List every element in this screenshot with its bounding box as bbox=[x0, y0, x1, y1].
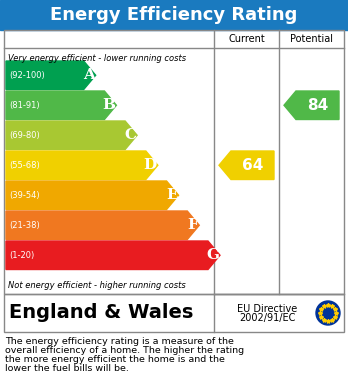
Text: D: D bbox=[144, 158, 157, 172]
Text: B: B bbox=[102, 98, 116, 112]
Text: (1-20): (1-20) bbox=[9, 251, 34, 260]
Text: Very energy efficient - lower running costs: Very energy efficient - lower running co… bbox=[8, 54, 186, 63]
Text: the more energy efficient the home is and the: the more energy efficient the home is an… bbox=[5, 355, 225, 364]
Polygon shape bbox=[6, 241, 220, 269]
Text: lower the fuel bills will be.: lower the fuel bills will be. bbox=[5, 364, 129, 373]
Text: The energy efficiency rating is a measure of the: The energy efficiency rating is a measur… bbox=[5, 337, 234, 346]
Text: EU Directive: EU Directive bbox=[237, 304, 297, 314]
Bar bbox=[0, 0, 348, 30]
Text: A: A bbox=[83, 68, 95, 82]
Polygon shape bbox=[6, 211, 199, 240]
Text: Energy Efficiency Rating: Energy Efficiency Rating bbox=[50, 6, 298, 24]
Polygon shape bbox=[219, 151, 274, 179]
Text: E: E bbox=[166, 188, 177, 202]
Text: (55-68): (55-68) bbox=[9, 161, 40, 170]
Text: 2002/91/EC: 2002/91/EC bbox=[239, 313, 295, 323]
Bar bbox=[4, 294, 344, 332]
Text: (69-80): (69-80) bbox=[9, 131, 40, 140]
Polygon shape bbox=[6, 91, 116, 120]
Polygon shape bbox=[6, 61, 96, 90]
Text: Potential: Potential bbox=[290, 34, 333, 44]
Text: C: C bbox=[124, 128, 136, 142]
Text: Not energy efficient - higher running costs: Not energy efficient - higher running co… bbox=[8, 281, 186, 290]
Text: (39-54): (39-54) bbox=[9, 191, 40, 200]
Polygon shape bbox=[6, 121, 137, 149]
Text: F: F bbox=[187, 218, 198, 232]
Text: overall efficiency of a home. The higher the rating: overall efficiency of a home. The higher… bbox=[5, 346, 244, 355]
Polygon shape bbox=[284, 91, 339, 120]
Text: 84: 84 bbox=[307, 98, 328, 113]
Circle shape bbox=[316, 301, 340, 325]
Polygon shape bbox=[6, 181, 179, 210]
Text: (81-91): (81-91) bbox=[9, 101, 40, 110]
Text: England & Wales: England & Wales bbox=[9, 303, 193, 323]
Bar bbox=[4, 30, 344, 294]
Text: (92-100): (92-100) bbox=[9, 71, 45, 80]
Text: G: G bbox=[206, 248, 219, 262]
Text: Current: Current bbox=[228, 34, 265, 44]
Text: 64: 64 bbox=[242, 158, 263, 173]
Text: (21-38): (21-38) bbox=[9, 221, 40, 230]
Polygon shape bbox=[6, 151, 158, 179]
